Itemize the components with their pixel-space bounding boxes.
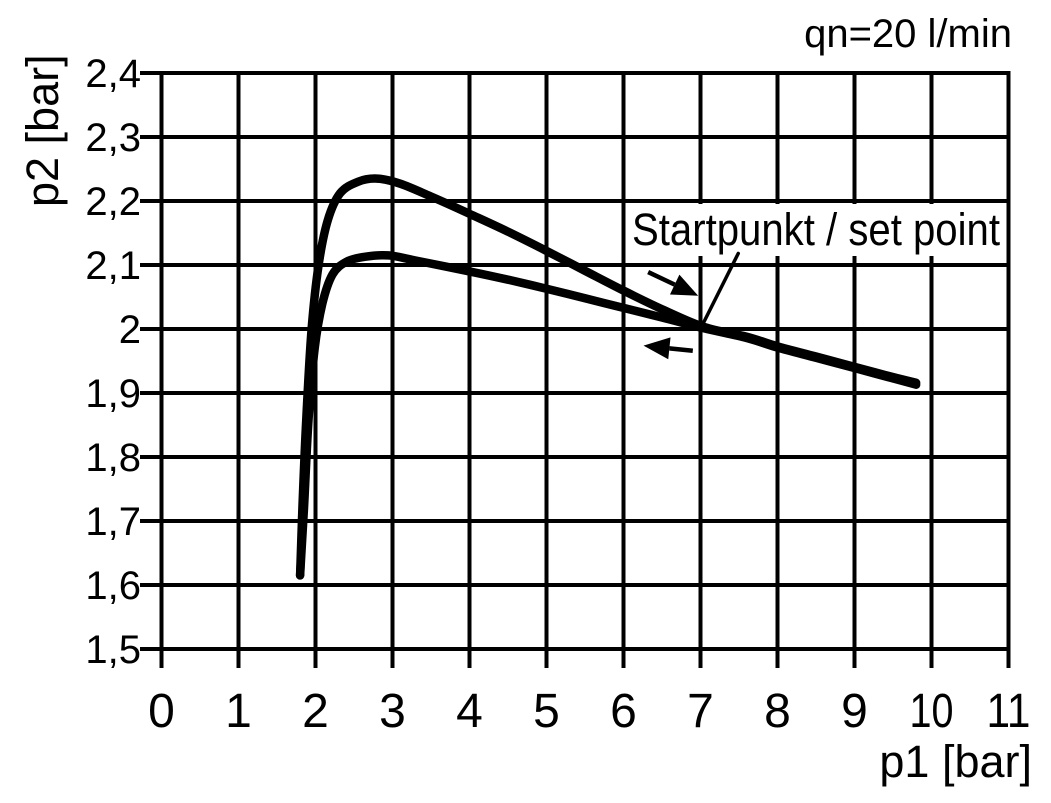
x-tick-label: 2 xyxy=(302,685,329,738)
x-tick-label: 6 xyxy=(610,685,637,738)
annotation-set-point-label: Startpunkt / set point xyxy=(632,204,1000,255)
x-tick-label: 3 xyxy=(379,685,406,738)
x-tick-labels: 0 1 2 3 4 5 6 7 8 9 10 11 xyxy=(148,685,1030,738)
chart-grid xyxy=(140,71,1011,668)
y-axis-title: p2 [bar] xyxy=(17,54,68,207)
y-tick-label: 1,6 xyxy=(85,564,141,608)
x-tick-label: 8 xyxy=(764,685,791,738)
x-tick-label: 9 xyxy=(841,685,868,738)
direction-arrow-left xyxy=(643,337,694,360)
arrow-shaft xyxy=(669,346,694,353)
y-tick-label: 2,1 xyxy=(85,244,141,288)
y-tick-label: 1,8 xyxy=(85,436,141,480)
arrow-head-icon xyxy=(643,337,671,360)
x-tick-label: 4 xyxy=(456,685,483,738)
curve-lower xyxy=(295,250,921,580)
annotation-backing xyxy=(626,204,1006,256)
x-tick-label: 0 xyxy=(148,685,175,738)
y-tick-label: 2 xyxy=(119,308,141,352)
y-tick-labels: 2,4 2,3 2,2 2,1 2 1,9 1,8 1,7 1,6 1,5 xyxy=(85,52,141,672)
x-tick-label: 10 xyxy=(910,685,954,738)
y-tick-label: 1,9 xyxy=(85,372,141,416)
direction-arrow-right xyxy=(647,270,699,296)
y-tick-label: 2,4 xyxy=(85,52,141,96)
x-tick-label: 5 xyxy=(533,685,560,738)
arrow-head-icon xyxy=(669,274,699,296)
chart-title: qn=20 l/min xyxy=(804,12,1012,56)
y-tick-label: 1,5 xyxy=(85,628,141,672)
x-tick-label: 7 xyxy=(687,685,714,738)
x-tick-label: 1 xyxy=(225,685,252,738)
x-axis-title: p1 [bar] xyxy=(879,736,1032,787)
arrow-shaft xyxy=(647,270,676,287)
annotation-leader-line xyxy=(701,251,740,325)
y-tick-label: 2,3 xyxy=(85,116,141,160)
x-tick-label: 11 xyxy=(987,685,1031,738)
y-tick-label: 1,7 xyxy=(85,500,141,544)
y-tick-label: 2,2 xyxy=(85,180,141,224)
